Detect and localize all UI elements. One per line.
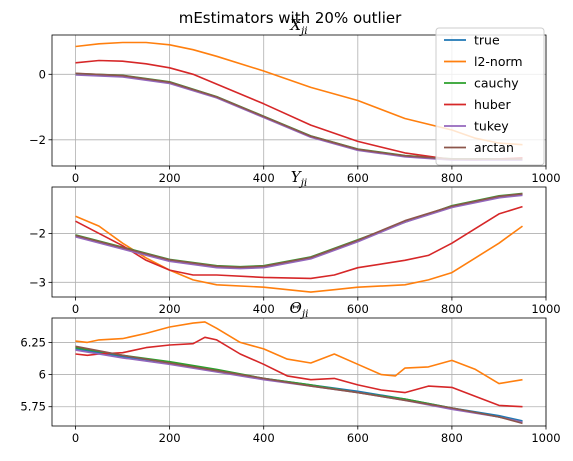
- x-tick-label: 0: [72, 302, 79, 316]
- x-tick-label: 200: [159, 302, 181, 316]
- x-tick-label: 600: [347, 171, 369, 185]
- panel-title: Yji: [291, 168, 308, 189]
- x-tick-label: 600: [347, 431, 369, 445]
- x-tick-label: 800: [441, 431, 463, 445]
- y-tick-label: 6: [39, 368, 46, 382]
- y-tick-label: −3: [29, 275, 46, 289]
- legend-label: huber: [474, 97, 511, 112]
- x-tick-label: 800: [441, 302, 463, 316]
- legend-label: arctan: [474, 140, 514, 155]
- x-tick-label: 400: [253, 431, 275, 445]
- x-tick-label: 1000: [531, 171, 560, 185]
- panel-2: 0 200 400 600 800 1000 −3 −2 Yji: [29, 168, 561, 316]
- panel-3: 0 200 400 600 800 1000 5.75 6 6.25 Θji: [20, 299, 560, 445]
- series-line-huber: [75, 205, 523, 280]
- x-tick-label: 400: [253, 171, 275, 185]
- y-tick-label: 6.25: [20, 335, 46, 349]
- y-tick-label: 0: [39, 67, 46, 81]
- series-line-tukey: [75, 194, 523, 270]
- series-line-arctan: [75, 193, 523, 268]
- legend: true l2-norm cauchy huber tukey arctan: [435, 27, 545, 166]
- legend-label: cauchy: [474, 76, 519, 91]
- series-line-huber: [75, 336, 523, 408]
- x-tick-label: 800: [441, 171, 463, 185]
- x-tick-label: 1000: [531, 302, 560, 316]
- legend-item-cauchy: cauchy: [444, 76, 519, 91]
- x-tick-label: 1000: [531, 431, 560, 445]
- legend-item-arctan: arctan: [444, 140, 514, 155]
- x-tick-label: 200: [159, 171, 181, 185]
- x-tick-label: 400: [253, 302, 275, 316]
- axes-frame: [51, 186, 547, 298]
- panel-title: Xji: [289, 16, 307, 37]
- legend-label: tukey: [474, 119, 509, 134]
- axes-frame: [51, 34, 547, 167]
- axes-frame: [51, 317, 547, 427]
- x-tick-label: 600: [347, 302, 369, 316]
- y-tick-label: −2: [29, 133, 46, 147]
- x-tick-label: 200: [159, 431, 181, 445]
- series-line-l2-norm: [75, 321, 523, 385]
- panel-title: Θji: [290, 299, 309, 320]
- x-tick-label: 0: [72, 171, 79, 185]
- legend-item-huber: huber: [444, 97, 511, 112]
- y-tick-label: 5.75: [20, 400, 46, 414]
- series-line-arctan: [75, 72, 523, 160]
- legend-item-l2-norm: l2-norm: [444, 54, 523, 69]
- y-tick-label: −2: [29, 226, 46, 240]
- legend-label: true: [474, 33, 500, 48]
- series-line-tukey: [75, 74, 523, 161]
- figure-suptitle: mEstimators with 20% outlier: [179, 9, 402, 27]
- series-line-arctan: [75, 345, 523, 425]
- legend-label: l2-norm: [474, 54, 523, 69]
- x-tick-label: 0: [72, 431, 79, 445]
- legend-item-true: true: [444, 33, 500, 48]
- legend-item-tukey: tukey: [444, 119, 509, 134]
